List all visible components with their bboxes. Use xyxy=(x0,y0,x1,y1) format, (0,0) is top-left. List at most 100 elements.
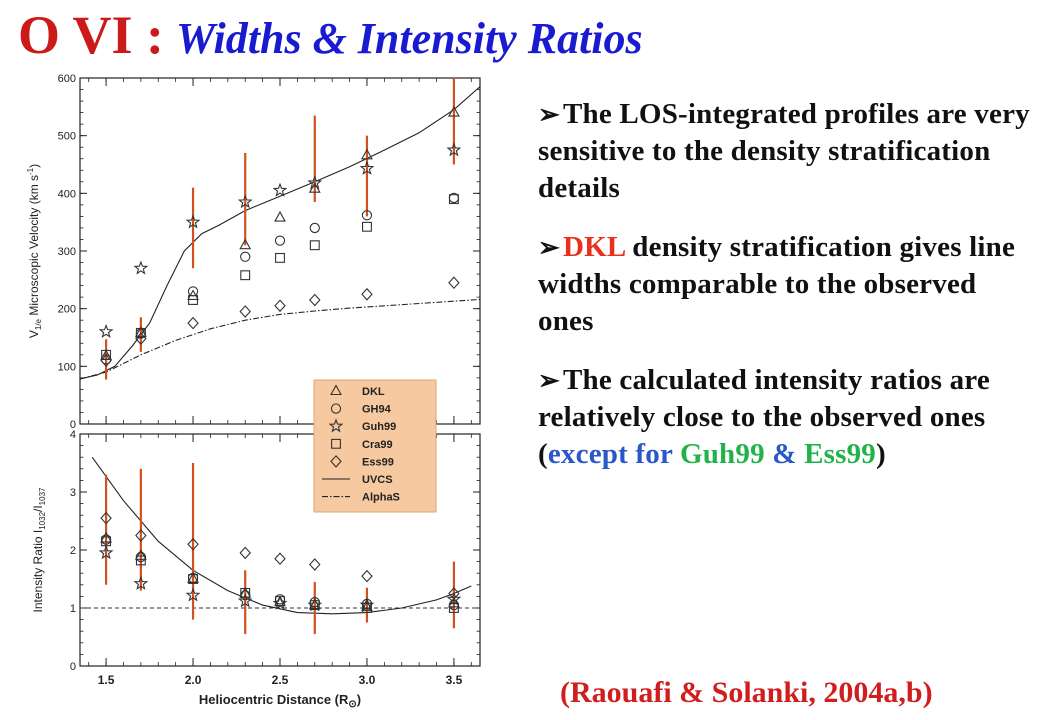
marker-gh94 xyxy=(240,251,251,262)
legend-marker-cra99 xyxy=(331,438,341,449)
marker-cra99 xyxy=(448,603,459,613)
marker-ess99 xyxy=(187,537,199,551)
bullet-text: DKL xyxy=(563,231,625,263)
legend-label: UVCS xyxy=(362,474,393,486)
marker-guh99 xyxy=(185,214,201,229)
x-tick-label: 3.5 xyxy=(446,673,463,687)
marker-dkl xyxy=(361,148,373,160)
legend-label: Cra99 xyxy=(362,439,393,451)
x-tick-label: 2.5 xyxy=(272,673,289,687)
y-tick-label: 100 xyxy=(58,361,76,373)
marker-ess99 xyxy=(100,511,112,525)
legend-label: GH94 xyxy=(362,404,392,416)
legend-marker-dkl xyxy=(330,384,342,396)
marker-cra99 xyxy=(188,574,198,584)
marker-cra99 xyxy=(240,270,251,281)
bullet-text: & xyxy=(764,438,805,470)
bullet-text: ( xyxy=(538,438,548,470)
y-axis-label-part: 1/e xyxy=(34,318,43,330)
marker-ess99 xyxy=(309,293,321,307)
title-sub: Widths & Intensity Ratios xyxy=(176,14,643,63)
legend-label: AlphaS xyxy=(362,492,400,504)
marker-guh99 xyxy=(446,142,462,157)
x-tick-label: 3.0 xyxy=(359,673,376,687)
marker-dkl xyxy=(447,105,460,117)
legend-label: Ess99 xyxy=(362,456,394,468)
marker-cra99 xyxy=(101,349,112,360)
y-axis-label-part: ) xyxy=(27,164,41,168)
legend-background xyxy=(313,379,437,513)
marker-cra99 xyxy=(448,194,459,205)
x-tick-label: 2.0 xyxy=(185,673,202,687)
x-axis-label-part: Heliocentric Distance (R xyxy=(199,692,349,707)
y-tick-label: 600 xyxy=(58,74,76,85)
y-tick-label: 500 xyxy=(58,131,76,143)
marker-gh94 xyxy=(309,222,320,234)
marker-ess99 xyxy=(361,569,373,583)
marker-ess99 xyxy=(239,305,251,318)
marker-ess99 xyxy=(309,558,321,571)
x-axis-label-part: ⊙ xyxy=(348,699,356,710)
velocity-panel: 0 100 200 300 400 500 600 V1/e Microscopic Velo… xyxy=(26,74,481,431)
marker-guh99 xyxy=(98,323,114,339)
y-axis-label: Intensity Ratio I1032/I1037 xyxy=(31,487,47,613)
bullet-item-intensity-ratios: ➢ The calculated intensity ratios are rel… xyxy=(538,362,1034,473)
marker-ess99 xyxy=(448,587,460,600)
legend-marker-ess99 xyxy=(330,455,342,468)
chart-legend: DKL GH94 Guh99 Cra99 Ess99 UVCS AlphaS xyxy=(313,379,437,513)
y-axis-label-part: 1032 xyxy=(38,511,47,529)
bullet-text: Guh99 xyxy=(679,438,765,470)
bullet-text: Ess99 xyxy=(804,438,876,470)
marker-dkl xyxy=(447,596,460,608)
marker-ess99 xyxy=(135,332,147,345)
y-axis-label-part: 1037 xyxy=(38,487,47,505)
y-axis-label-part: V xyxy=(27,330,41,338)
citation: (Raouafi & Solanki, 2004a,b) xyxy=(560,676,933,709)
marker-cra99 xyxy=(275,252,285,263)
marker-cra99 xyxy=(188,295,198,305)
marker-cra99 xyxy=(240,587,251,598)
x-tick-label: 1.5 xyxy=(98,673,115,687)
curve-uvcs xyxy=(80,86,480,380)
marker-cra99 xyxy=(362,221,372,232)
legend-marker-gh94 xyxy=(330,403,342,414)
marker-guh99 xyxy=(185,587,201,602)
marker-cra99 xyxy=(135,327,146,338)
marker-gh94 xyxy=(274,235,286,246)
arrow-bullet-icon: ➢ xyxy=(538,233,560,262)
y-tick-label: 2 xyxy=(70,545,76,557)
marker-guh99 xyxy=(272,182,288,197)
y-tick-label: 3 xyxy=(70,487,76,499)
marker-dkl xyxy=(239,238,252,250)
marker-ess99 xyxy=(239,546,251,560)
marker-gh94 xyxy=(361,210,373,221)
y-axis-label: V1/e Microscopic Velocity (km s-1) xyxy=(26,164,43,338)
marker-guh99 xyxy=(133,260,149,275)
marker-guh99 xyxy=(98,545,114,560)
marker-dkl xyxy=(308,598,321,610)
curve-uvcs xyxy=(91,456,472,615)
marker-cra99 xyxy=(309,240,320,251)
y-tick-label: 0 xyxy=(70,419,76,431)
marker-dkl xyxy=(134,549,147,560)
marker-ess99 xyxy=(274,299,286,313)
marker-guh99 xyxy=(307,175,323,190)
bullet-text: except for xyxy=(547,438,680,470)
marker-guh99 xyxy=(237,593,253,608)
bullet-text: density stratification gives line widths… xyxy=(538,231,1016,337)
bullet-text: The LOS-integrated profiles are very sen… xyxy=(538,98,1030,204)
marker-guh99 xyxy=(133,575,149,590)
marker-ess99 xyxy=(100,354,112,367)
marker-cra99 xyxy=(362,603,372,613)
curve-alphas xyxy=(80,298,480,380)
bullet-item-dkl-widths: ➢ DKL density stratification gives line w… xyxy=(538,229,1034,340)
marker-dkl xyxy=(274,210,286,222)
plot-frame xyxy=(79,77,481,425)
y-tick-label: 4 xyxy=(70,429,76,441)
legend-marker-guh99 xyxy=(328,418,344,433)
y-axis-label-part: /I xyxy=(31,505,45,512)
bullet-list: ➢ The LOS-integrated profiles are very se… xyxy=(538,96,1034,495)
title-main: O VI : xyxy=(18,5,165,65)
marker-guh99 xyxy=(446,591,462,606)
